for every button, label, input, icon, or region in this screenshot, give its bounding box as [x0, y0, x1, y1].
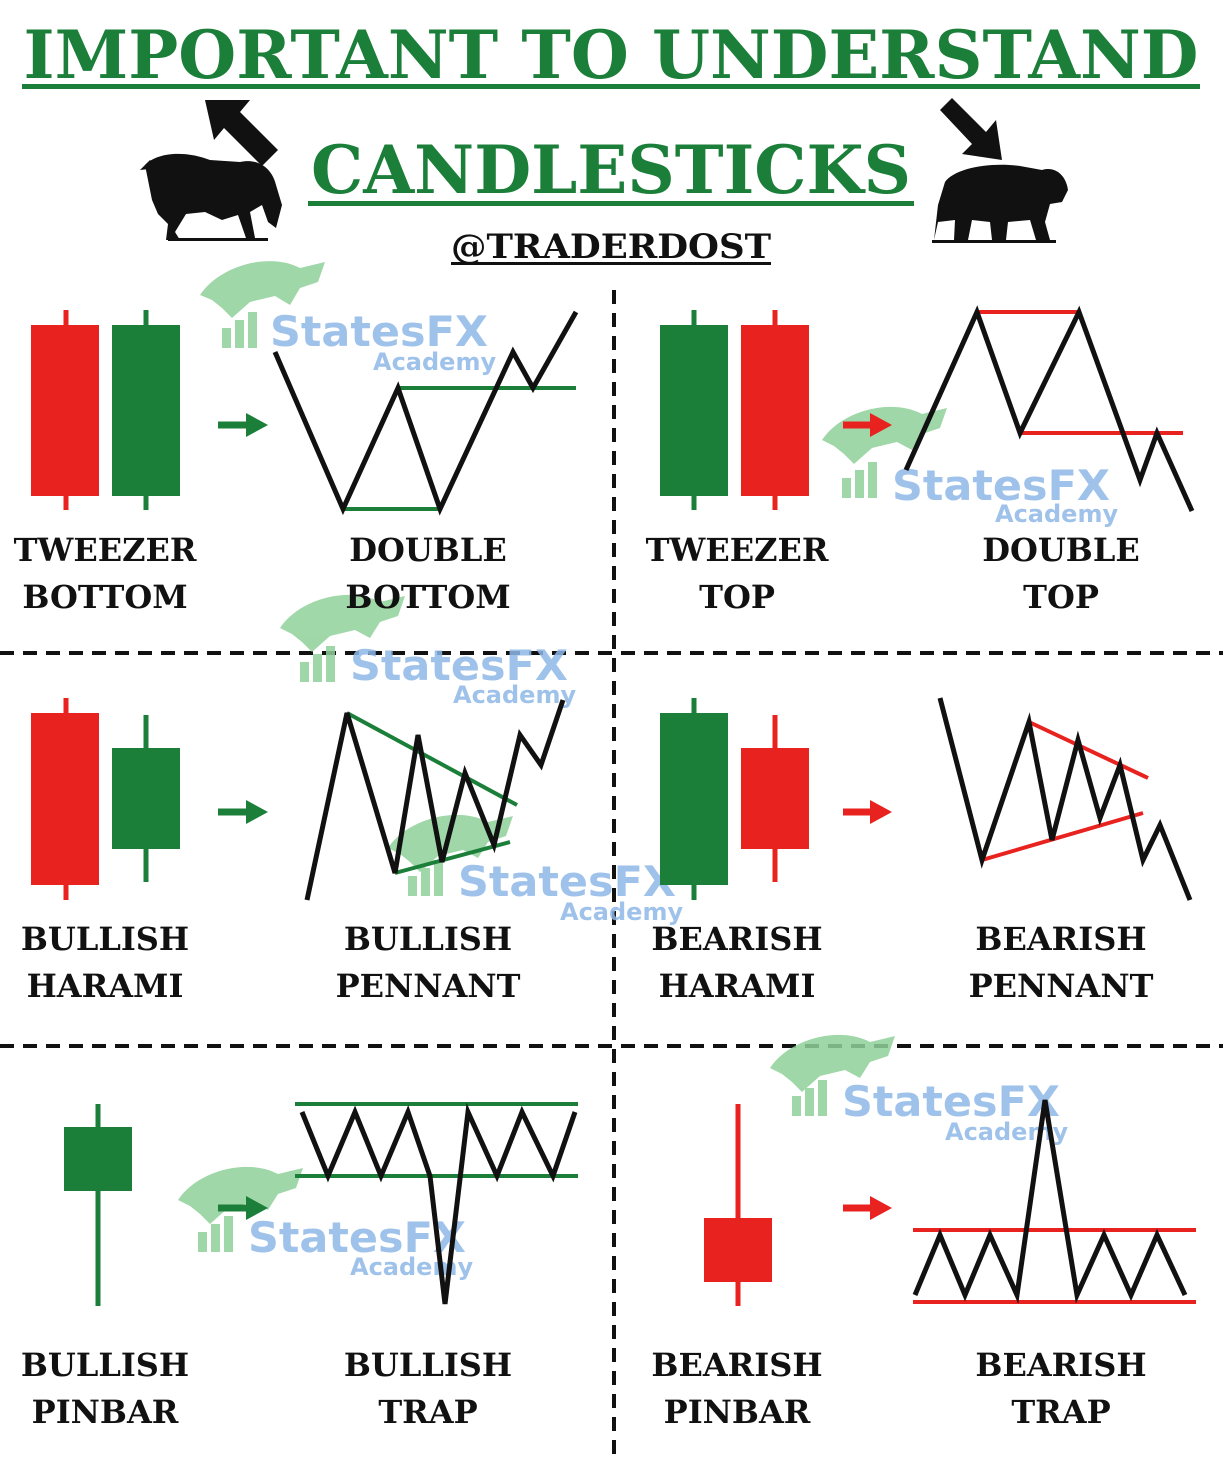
pattern-label-line1: BULLISH	[344, 1346, 512, 1384]
bearish-trap-diagram	[912, 1099, 1196, 1304]
watermark-1: StatesFX Academy	[200, 261, 496, 376]
bullish-candle	[64, 1127, 132, 1191]
bearish-pinbar-diagram	[704, 1104, 772, 1306]
down-arrow-icon	[940, 98, 1002, 160]
price-path	[299, 1102, 578, 1305]
price-path	[903, 305, 1195, 513]
title-line-1-underline	[22, 84, 1200, 89]
tweezer-bottom-diagram	[31, 310, 180, 510]
pattern-label-line1: TWEEZER	[14, 531, 197, 569]
bullish-candle	[112, 325, 180, 496]
title-line-2-underline	[308, 201, 914, 206]
pattern-label-line2: PINBAR	[664, 1393, 811, 1431]
watermark-brand: StatesFX	[842, 1077, 1060, 1126]
pattern-label-line1: BEARISH	[651, 920, 822, 958]
watermark-4: StatesFX Academy	[388, 814, 683, 926]
watermark-6: StatesFX Academy	[178, 1166, 473, 1281]
watermark-sub: Academy	[350, 1253, 473, 1281]
watermark-brand: StatesFX	[248, 1213, 466, 1262]
watermark-sub: Academy	[453, 681, 576, 709]
up-arrow-icon	[205, 100, 278, 166]
pattern-label-line1: BULLISH	[21, 920, 189, 958]
pattern-label-line2: TOP	[1023, 578, 1099, 616]
pattern-label-line2: HARAMI	[659, 967, 816, 1005]
watermark-sub: Academy	[560, 898, 683, 926]
bearish-candle	[741, 748, 809, 849]
grid-dividers	[0, 290, 1223, 1460]
pattern-label-line1: BULLISH	[21, 1346, 189, 1384]
upper-trendline	[346, 711, 518, 807]
upper-trendline	[1028, 720, 1149, 780]
watermark-brand: StatesFX	[270, 307, 488, 356]
pattern-label-line2: TRAP	[1011, 1393, 1110, 1431]
watermark-brand: StatesFX	[350, 641, 568, 690]
pattern-label-line2: BOTTOM	[22, 578, 187, 616]
watermark-sub: Academy	[373, 348, 496, 376]
pattern-label-line1: BEARISH	[975, 1346, 1146, 1384]
double-top-diagram	[903, 305, 1195, 513]
price-path	[304, 699, 566, 901]
arrow-right-icon	[218, 800, 268, 824]
watermark-2: StatesFX Academy	[822, 406, 1118, 528]
bearish-candle	[704, 1218, 772, 1282]
bearish-candle	[31, 325, 99, 496]
bullish-pennant-diagram	[304, 699, 566, 901]
pattern-label-line2: TOP	[699, 578, 775, 616]
header: IMPORTANT TO UNDERSTAND CANDLESTICKS @TR…	[22, 16, 1200, 267]
bullish-candle	[660, 325, 728, 496]
arrow-right-icon	[843, 413, 892, 437]
pattern-label-line1: DOUBLE	[982, 531, 1139, 569]
pattern-label-line1: BEARISH	[651, 1346, 822, 1384]
pattern-label-line1: TWEEZER	[646, 531, 829, 569]
watermark-brand: StatesFX	[458, 857, 676, 906]
bullish-harami-diagram	[31, 698, 180, 900]
lower-trendline	[981, 811, 1144, 862]
watermark-5: StatesFX Academy	[770, 1034, 1068, 1146]
arrow-right-icon	[218, 413, 268, 437]
bearish-candle	[741, 325, 809, 496]
price-path	[272, 310, 579, 516]
arrow-right-icon	[218, 1196, 268, 1220]
bearish-candle	[31, 713, 99, 885]
arrow-right-icon	[843, 800, 892, 824]
pattern-label-line2: PINBAR	[32, 1393, 179, 1431]
watermark-sub: Academy	[995, 500, 1118, 528]
title-line-2: CANDLESTICKS	[311, 131, 911, 209]
watermarks: StatesFX Academy StatesFX Academy States…	[178, 261, 1118, 1281]
handle-text: @TRADERDOST	[451, 227, 771, 267]
price-path	[937, 697, 1193, 901]
bull-icon	[140, 153, 282, 241]
lower-trendline	[394, 840, 511, 875]
bullish-candle	[660, 713, 728, 885]
bear-icon	[932, 164, 1068, 243]
title-line-1: IMPORTANT TO UNDERSTAND	[24, 16, 1199, 94]
pattern-label-line2: PENNANT	[969, 967, 1154, 1005]
arrow-right-icon	[843, 1196, 892, 1220]
bearish-harami-diagram	[660, 698, 809, 900]
pattern-label-line1: BEARISH	[975, 920, 1146, 958]
pattern-label-line2: TRAP	[378, 1393, 477, 1431]
bullish-trap-diagram	[295, 1102, 578, 1305]
watermark-brand: StatesFX	[892, 461, 1110, 510]
pattern-label-line1: DOUBLE	[349, 531, 506, 569]
bearish-pennant-diagram	[937, 697, 1193, 901]
pattern-label-line2: PENNANT	[336, 967, 521, 1005]
watermark-3: StatesFX Academy	[280, 594, 576, 709]
pattern-label-line2: BOTTOM	[345, 578, 510, 616]
tweezer-top-diagram	[660, 310, 809, 510]
bullish-candle	[112, 748, 180, 849]
handle-underline	[451, 262, 771, 265]
pattern-label-line2: HARAMI	[27, 967, 184, 1005]
pattern-label-line1: BULLISH	[344, 920, 512, 958]
price-path	[912, 1099, 1188, 1304]
bullish-pinbar-diagram	[64, 1104, 132, 1306]
double-bottom-diagram	[272, 310, 579, 516]
